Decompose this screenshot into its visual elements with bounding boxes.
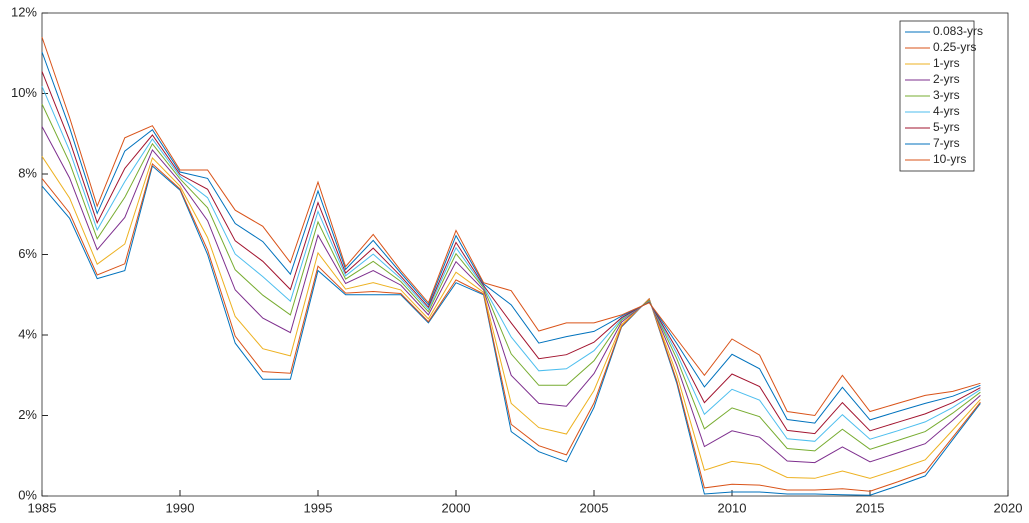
y-tick-label: 4% [18,326,37,341]
series-line [41,165,981,496]
x-tick-label: 1995 [304,500,333,515]
x-tick-label: 1990 [166,500,195,515]
y-tick-label: 6% [18,246,37,261]
x-tick-label: 1985 [28,500,57,515]
series-line [41,86,981,442]
series-line [41,36,981,417]
legend-text: 0.25-yrs [933,40,976,54]
series-line [41,51,981,424]
y-tick-label: 12% [11,4,37,19]
y-tick-label: 10% [11,85,37,100]
legend-text: 4-yrs [933,104,960,118]
series-line [41,71,981,435]
legend-text: 7-yrs [933,136,960,150]
y-tick-label: 8% [18,165,37,180]
legend-text: 0.083-yrs [933,24,983,38]
legend-text: 3-yrs [933,88,960,102]
x-tick-label: 2020 [994,500,1023,515]
legend-text: 10-yrs [933,152,966,166]
series-line [41,126,981,464]
x-tick-label: 2005 [580,500,609,515]
y-tick-label: 0% [18,487,37,502]
series-line [41,162,981,492]
x-tick-label: 2015 [856,500,885,515]
legend-text: 1-yrs [933,56,960,70]
x-tick-label: 2000 [442,500,471,515]
x-tick-label: 2010 [718,500,747,515]
series-line [41,103,981,452]
series-line [41,156,981,479]
legend-text: 2-yrs [933,72,960,86]
legend-text: 5-yrs [933,120,960,134]
y-tick-label: 2% [18,407,37,422]
